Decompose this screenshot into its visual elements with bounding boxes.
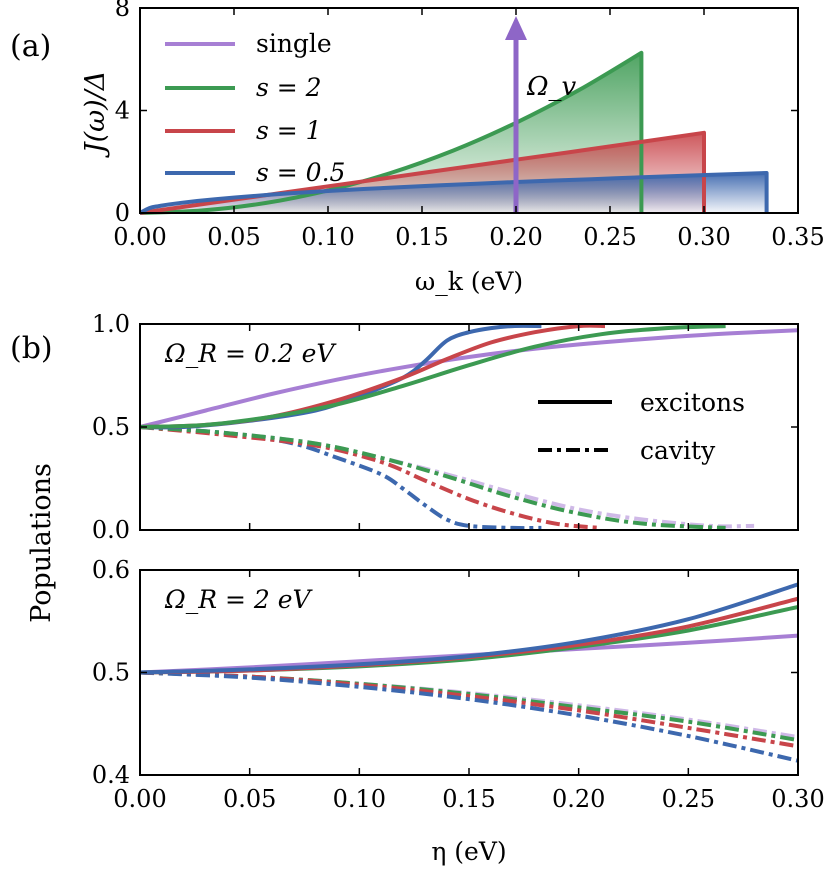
panel-a-xtick-label: 0.15 [395, 223, 448, 251]
spectral-line-s-2 [139, 50, 644, 215]
panel-a-arrow [505, 16, 527, 213]
panel-b-bottom-xtick-label: 0.20 [552, 785, 605, 813]
panel-b-bottom-xtick-label: 0.25 [662, 785, 715, 813]
panel-b-ylabel: Populations [26, 463, 57, 623]
panel-a-xtick-label: 0.25 [583, 223, 636, 251]
panel-a-ylabel: J(ω)/Δ [80, 71, 111, 159]
panel-b-bottom-cavity-s-0-5 [139, 670, 799, 763]
legend-label-s2: s = 2 [256, 73, 322, 102]
panel-b-bottom-cavity-s-2 [139, 670, 799, 743]
panel-a-plot: 0.00 0.05 0.10 0.15 0.20 0.25 0.30 0.35 0 4 8 [113, 0, 824, 251]
panel-a-xtick-label: 0.35 [771, 223, 824, 251]
panel-b-top-lines [139, 323, 799, 531]
panel-b-bottom-cavity-single [139, 670, 799, 740]
panel-b-top-ytick-label: 1.0 [92, 310, 130, 338]
panel-a-xlabel: ω_k (eV) [415, 267, 523, 296]
legend-label-s05: s = 0.5 [256, 158, 345, 187]
panel-a-xtick-label: 0.05 [207, 223, 260, 251]
panel-b-bottom-plot: 0.00 0.05 0.10 0.15 0.20 0.25 0.30 0.4 0.5 0.6 [92, 556, 825, 813]
panel-a-curves [139, 50, 769, 215]
panel-a-ytick-label: 4 [115, 97, 130, 125]
panel-b-top-plot: 0.0 0.5 1.0 [92, 310, 799, 544]
panel-a-label: (a) [10, 29, 51, 64]
panel-a-xtick-label: 0.20 [489, 223, 542, 251]
panel-b-bottom-ticks: 0.00 0.05 0.10 0.15 0.20 0.25 0.30 0.4 0.5 0.6 [92, 556, 825, 813]
panel-b-top-exciton-single [139, 328, 799, 429]
panel-b-bottom-xtick-label: 0.15 [442, 785, 495, 813]
panel-b-top-ticks: 0.0 0.5 1.0 [92, 310, 799, 544]
panel-b-bottom-xtick-label: 0.00 [113, 785, 166, 813]
panel-a-ytick-label: 8 [115, 0, 130, 22]
spectral-fill-s-0-5 [140, 173, 767, 213]
panel-b-bottom-lines [139, 582, 799, 763]
panel-b-bottom-exciton-s-0-5 [139, 582, 799, 675]
spectral-line-s-0-5 [139, 171, 769, 215]
panel-a-arrow-label: Ω_v [526, 72, 577, 102]
legend-label-single: single [256, 29, 332, 58]
panel-b-bottom-xtick-label: 0.05 [223, 785, 276, 813]
panel-b-top-exciton-s-2 [139, 324, 726, 429]
panel-a-xtick-label: 0.30 [677, 223, 730, 251]
panel-a-legend: single s = 2 s = 1 s = 0.5 [165, 29, 345, 187]
panel-a-xtick-label: 0.10 [301, 223, 354, 251]
panel-b-bottom-exciton-single [139, 633, 799, 675]
style-legend-excitons: excitons [640, 388, 745, 417]
spectral-line-s-1 [139, 130, 706, 215]
single-mode-arrow-head [505, 16, 527, 40]
panel-b-style-legend: excitons cavity [538, 388, 745, 465]
panel-a-ticks: 0.00 0.05 0.10 0.15 0.20 0.25 0.30 0.35 0 4 8 [113, 0, 824, 251]
panel-b-top-annotation: Ω_R = 0.2 eV [164, 339, 337, 368]
panel-b-top-cavity-s-1 [139, 425, 601, 530]
panel-a-ytick-label: 0 [115, 199, 130, 227]
style-legend-cavity: cavity [640, 436, 716, 465]
panel-b-bottom-ytick-label: 0.4 [92, 761, 130, 789]
panel-b-top-ytick-label: 0.0 [92, 516, 130, 544]
panel-b-bottom-xtick-label: 0.30 [771, 785, 824, 813]
panel-b-bottom-cavity-s-1 [139, 670, 799, 749]
panel-a-xtick-label: 0.00 [113, 223, 166, 251]
legend-label-s1: s = 1 [256, 116, 322, 145]
panel-b-top-cavity-s-0-5 [139, 425, 542, 531]
panel-b-bottom-annotation: Ω_R = 2 eV [164, 585, 314, 614]
panel-b-top-ytick-label: 0.5 [92, 413, 130, 441]
panel-b-xlabel: η (eV) [431, 837, 506, 866]
panel-b-label: (b) [10, 331, 53, 366]
panel-b-top-cavity-s-2 [139, 425, 726, 530]
panel-b-bottom-xtick-label: 0.10 [333, 785, 386, 813]
panel-b-bottom-ytick-label: 0.6 [92, 556, 130, 584]
panel-b-bottom-ytick-label: 0.5 [92, 659, 130, 687]
